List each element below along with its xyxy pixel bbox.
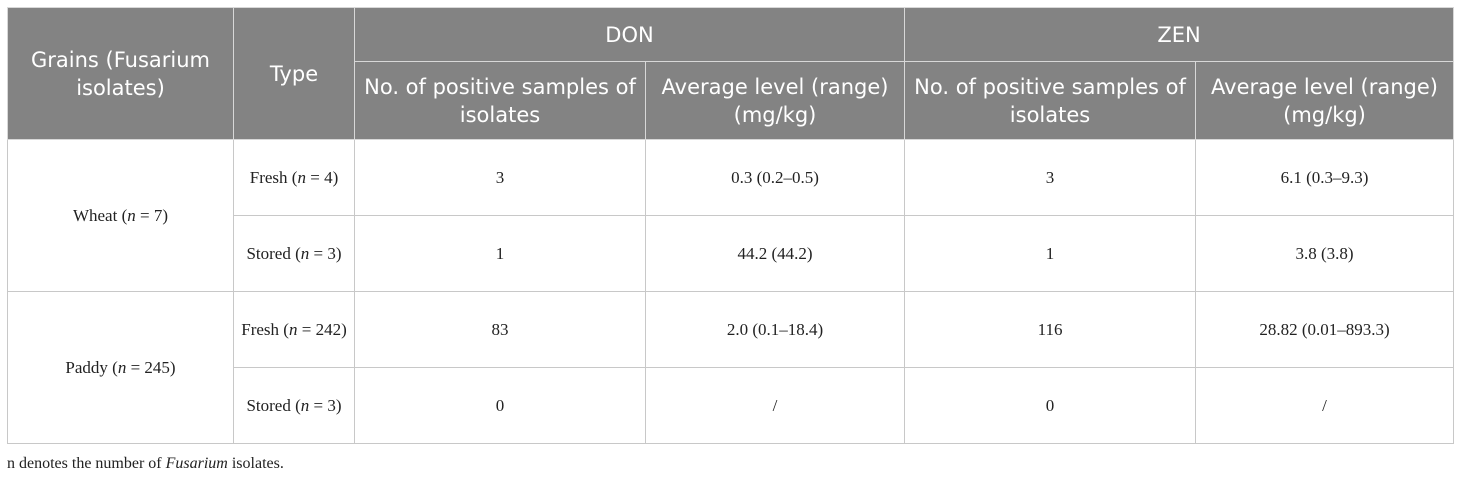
table-row: Paddy (n = 245) Fresh (n = 242) 83 2.0 (…: [7, 291, 1455, 444]
don-average-cell: 44.2 (44.2): [644, 215, 906, 292]
type-cell: Stored (n = 3): [233, 367, 355, 444]
don-average-cell: 0.3 (0.2–0.5): [644, 139, 906, 216]
header-row-1: Grains (Fusarium isolates) Type DON ZEN: [7, 7, 1455, 140]
type-cell: Fresh (n = 242): [233, 291, 355, 368]
header-grains: Grains (Fusarium isolates): [7, 7, 234, 140]
grain-cell: Wheat (n = 7): [7, 139, 234, 292]
grain-cell: Paddy (n = 245): [7, 291, 234, 444]
don-count-cell: 0: [354, 367, 646, 444]
table-row: Stored (n = 3) 0 / 0 /: [8, 367, 1455, 444]
zen-count-cell: 0: [904, 367, 1197, 444]
header-don: DON: [353, 7, 906, 62]
type-cell: Stored (n = 3): [233, 215, 355, 292]
header-zen-positive: No. of positive samples of isolates: [904, 61, 1197, 140]
zen-average-cell: /: [1195, 367, 1455, 444]
header-type: Type: [233, 7, 355, 140]
zen-count-cell: 3: [904, 139, 1197, 216]
table-row: Wheat (n = 7) Fresh (n = 4) 3 0.3 (0.2–0…: [7, 139, 1455, 292]
header-row-2: No. of positive samples of isolates Aver…: [8, 61, 1455, 140]
zen-average-cell: 6.1 (0.3–9.3): [1195, 139, 1455, 216]
table-row: Stored (n = 3) 1 44.2 (44.2) 1 3.8 (3.8): [8, 215, 1455, 292]
don-average-cell: /: [644, 367, 906, 444]
header-don-average: Average level (range) (mg/kg): [644, 61, 906, 140]
type-cell: Fresh (n = 4): [233, 139, 355, 216]
zen-average-cell: 3.8 (3.8): [1195, 215, 1455, 292]
table-footnote: n denotes the number of Fusarium isolate…: [7, 455, 284, 472]
don-count-cell: 1: [354, 215, 646, 292]
don-average-cell: 2.0 (0.1–18.4): [644, 291, 906, 368]
don-count-cell: 83: [354, 291, 646, 368]
header-don-positive: No. of positive samples of isolates: [354, 61, 646, 140]
header-zen: ZEN: [904, 7, 1455, 62]
header-zen-average: Average level (range) (mg/kg): [1195, 61, 1455, 140]
mycotoxin-table: Grains (Fusarium isolates) Type DON ZEN …: [7, 7, 1455, 444]
zen-count-cell: 1: [904, 215, 1197, 292]
zen-count-cell: 116: [904, 291, 1197, 368]
don-count-cell: 3: [354, 139, 646, 216]
zen-average-cell: 28.82 (0.01–893.3): [1195, 291, 1455, 368]
